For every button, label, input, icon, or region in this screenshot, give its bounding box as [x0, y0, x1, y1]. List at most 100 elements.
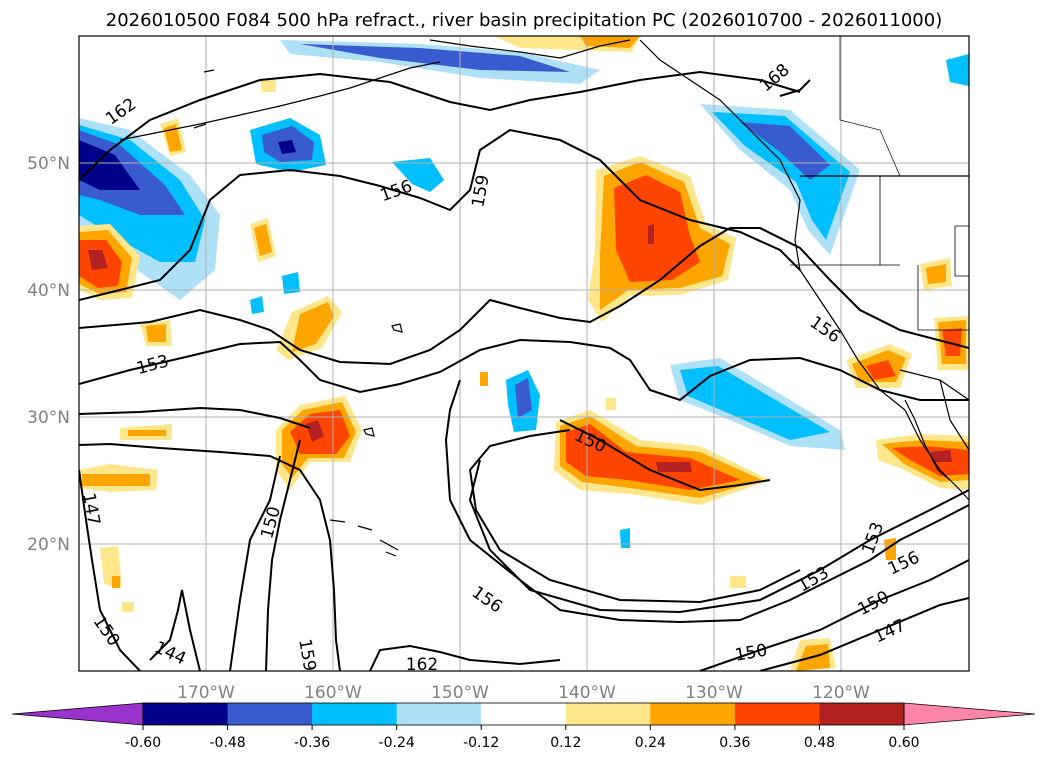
colorbar-tick-label: -0.12: [463, 735, 499, 751]
contour-line: [79, 469, 141, 671]
contour-line: [468, 429, 801, 604]
positive-anomaly-areas: [79, 36, 969, 671]
negative-anomaly-areas: [79, 40, 969, 548]
anomaly-shade: [930, 450, 952, 462]
contour-line: [79, 70, 801, 181]
colorbar-bin: [396, 703, 482, 725]
chart-title: 2026010500 F084 500 hPa refract., river …: [106, 10, 942, 31]
anomaly-shade: [392, 158, 444, 192]
anomaly-shade: [82, 474, 150, 486]
colorbar-tick-label: -0.24: [379, 735, 415, 751]
colorbar-bin: [650, 703, 736, 725]
anomaly-shade: [648, 224, 654, 244]
contour-line: [229, 455, 281, 671]
map-area: 162 168 156 159 153 147 150 144 159 162 …: [78, 36, 969, 675]
coastline-mexico: [939, 379, 969, 451]
anomaly-shade: [278, 140, 296, 154]
anomaly-shade: [112, 576, 120, 588]
x-tick-label: 150°W: [431, 683, 489, 703]
anomaly-shade: [79, 140, 140, 190]
x-tick-label: 170°W: [177, 683, 235, 703]
colorbar-tick-label: 0.12: [550, 735, 581, 751]
contour-line: [468, 459, 969, 614]
contour-line: [559, 419, 771, 492]
anomaly-shade: [730, 576, 746, 588]
contour-line: [79, 227, 969, 366]
anomaly-shade: [128, 430, 166, 436]
y-tick-label: 40°N: [27, 281, 70, 301]
contour-line: [265, 439, 301, 671]
coastline-island: [193, 69, 215, 129]
contour-line: [79, 442, 341, 671]
anomaly-shade: [606, 398, 616, 410]
contour-label: 147: [78, 491, 103, 526]
coastline-north-america: [639, 39, 969, 501]
contour-line: [759, 597, 969, 671]
contour-line: [79, 338, 969, 402]
x-tick-label: 130°W: [685, 683, 743, 703]
border-canada-internal: [839, 36, 901, 177]
contour-line: [79, 406, 311, 429]
colorbar-extend-min: [11, 702, 144, 726]
coastlines: [119, 36, 969, 557]
anomaly-shade: [580, 36, 640, 48]
y-tick-label: 30°N: [27, 408, 70, 428]
x-tick-label: 160°W: [304, 683, 362, 703]
colorbar-bin: [312, 703, 398, 725]
y-axis-labels: 50°N 40°N 30°N 20°N: [27, 154, 70, 555]
coastline-baja: [904, 399, 951, 481]
colorbar-bin: [734, 703, 820, 725]
colorbar-tick-label: -0.60: [125, 735, 161, 751]
anomaly-shade: [620, 528, 630, 548]
anomaly-shade: [292, 302, 334, 352]
colorbar-tick-label: -0.48: [209, 735, 245, 751]
anomaly-shade: [254, 224, 272, 256]
colorbar-tick-label: 0.24: [635, 735, 666, 751]
coastline-alaska: [429, 39, 631, 59]
colorbar-tick-label: 0.48: [804, 735, 835, 751]
coastline-hawaii: [329, 519, 399, 557]
y-tick-label: 20°N: [27, 535, 70, 555]
anomaly-shade: [926, 264, 946, 284]
anomaly-shade: [480, 372, 488, 386]
coastline-island: [391, 323, 403, 333]
x-tick-label: 140°W: [558, 683, 616, 703]
anomaly-shade: [88, 250, 108, 270]
colorbar-outline: [142, 702, 905, 726]
contour-line: [699, 559, 969, 671]
colorbar-bin: [819, 703, 905, 725]
anomaly-shade: [656, 462, 692, 472]
anomaly-shade: [614, 175, 700, 282]
anomaly-shade: [942, 328, 962, 356]
contour-line: [79, 128, 801, 301]
coastline-aleutians: [119, 61, 441, 141]
grid: [79, 36, 969, 671]
border-us-mexico: [899, 369, 969, 401]
height-contours: [79, 70, 969, 671]
anomaly-shade: [260, 78, 276, 92]
anomaly-shade: [282, 272, 300, 294]
contour-line: [369, 644, 561, 671]
anomaly-shade: [712, 112, 850, 240]
colorbar-bin: [481, 703, 567, 725]
anomaly-shade: [515, 378, 532, 418]
contour-label: 162: [406, 655, 438, 675]
map-background: [79, 36, 969, 671]
anomaly-shade: [122, 602, 134, 612]
colorbar: -0.60 -0.48 -0.36 -0.24 -0.12 0.12 0.24 0.36 0.4…: [11, 702, 1036, 751]
anomaly-shade: [680, 366, 830, 440]
coastline-island: [363, 427, 375, 437]
contour-line: [779, 79, 811, 97]
anomaly-shade: [306, 420, 324, 442]
x-axis-labels: 170°W 160°W 150°W 140°W 130°W 120°W: [177, 683, 870, 703]
colorbar-bin: [143, 703, 229, 725]
map-frame: [78, 35, 970, 672]
colorbar-bin: [227, 703, 313, 725]
anomaly-shade: [250, 296, 264, 314]
x-tick-label: 120°W: [812, 683, 870, 703]
anomaly-shade: [300, 44, 570, 72]
colorbar-tick-label: 0.60: [888, 735, 919, 751]
anomaly-shade: [164, 124, 182, 152]
contour-line: [444, 379, 969, 624]
